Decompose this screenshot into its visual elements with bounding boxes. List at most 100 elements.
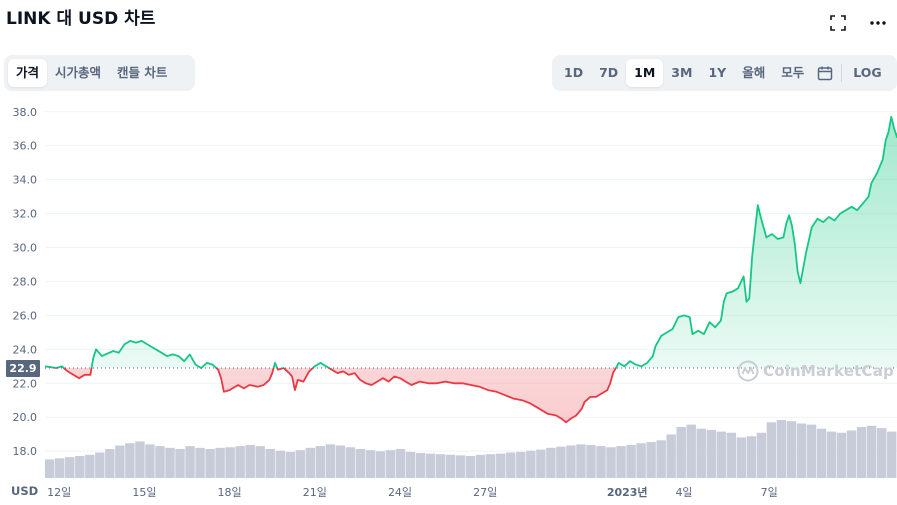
y-tick-label: 36.0 bbox=[13, 140, 38, 153]
volume-bar bbox=[175, 449, 185, 478]
volume-bar bbox=[235, 446, 245, 478]
x-tick-label: 15일 bbox=[132, 485, 156, 499]
volume-bar bbox=[345, 447, 356, 478]
y-tick-label: 24.0 bbox=[13, 343, 38, 356]
volume-bar bbox=[816, 428, 827, 478]
volume-bar bbox=[215, 447, 225, 478]
volume-bar bbox=[165, 447, 175, 478]
y-tick-label: 28.0 bbox=[13, 275, 38, 288]
volume-bar bbox=[355, 449, 366, 478]
volume-bar bbox=[846, 430, 857, 478]
volume-bar bbox=[786, 421, 797, 478]
x-tick-label: 18일 bbox=[218, 485, 242, 499]
more-options-icon[interactable] bbox=[867, 12, 889, 34]
coinmarketcap-logo-icon bbox=[737, 360, 759, 382]
volume-bar bbox=[285, 451, 295, 478]
y-tick-label: 32.0 bbox=[13, 208, 38, 221]
volume-bar bbox=[225, 447, 235, 478]
volume-bar bbox=[836, 432, 847, 478]
volume-bar bbox=[526, 450, 536, 478]
volume-bar bbox=[496, 453, 506, 478]
range-1m[interactable]: 1M bbox=[626, 59, 664, 87]
coinmarketcap-watermark: CoinMarketCap bbox=[737, 360, 894, 382]
volume-bar bbox=[385, 450, 396, 478]
volume-bar bbox=[445, 454, 456, 478]
volume-bar bbox=[856, 426, 867, 478]
volume-bar bbox=[666, 434, 676, 478]
price-line-down bbox=[50, 368, 617, 424]
volume-bar bbox=[686, 424, 696, 478]
volume-bar bbox=[766, 422, 777, 478]
range-7d[interactable]: 7D bbox=[599, 65, 619, 80]
volume-bar bbox=[65, 457, 75, 478]
volume-bar bbox=[55, 458, 65, 478]
y-axis-ticks: 18.0 20.0 22.0 24.0 26.0 28.0 30.0 32.0 34.0 36.0… bbox=[13, 106, 38, 458]
range-1y[interactable]: 1Y bbox=[708, 65, 727, 80]
volume-bar bbox=[476, 454, 486, 478]
volume-bar bbox=[736, 437, 747, 478]
volume-bar bbox=[375, 451, 386, 478]
y-tick-label: 20.0 bbox=[13, 411, 38, 424]
x-tick-label: 2023년 bbox=[607, 485, 648, 499]
volume-bar bbox=[125, 443, 135, 478]
y-tick-label: 26.0 bbox=[13, 309, 38, 322]
currency-label: USD bbox=[11, 484, 39, 498]
volume-bar bbox=[105, 449, 115, 478]
volume-bar bbox=[586, 444, 596, 478]
price-line-up bbox=[44, 116, 897, 369]
volume-bar bbox=[365, 450, 376, 478]
chart-type-tabs: 가격 시가총액 캔들 차트 bbox=[4, 55, 195, 91]
volume-bar bbox=[415, 453, 426, 478]
volume-bar bbox=[335, 445, 346, 478]
tab-candle-chart[interactable]: 캔들 차트 bbox=[117, 65, 168, 80]
volume-bar bbox=[295, 450, 306, 478]
volume-bar bbox=[806, 424, 817, 478]
price-line bbox=[44, 116, 897, 424]
volume-bar bbox=[325, 444, 336, 478]
volume-bar bbox=[866, 425, 877, 478]
volume-bar bbox=[155, 446, 165, 478]
calendar-icon[interactable] bbox=[812, 59, 838, 87]
volume-bar bbox=[95, 452, 105, 478]
current-price-badge: 22.9 bbox=[6, 359, 40, 377]
y-tick-label: 22.0 bbox=[13, 377, 38, 390]
x-tick-label: 27일 bbox=[473, 485, 497, 499]
volume-bar bbox=[185, 446, 195, 478]
volume-bar bbox=[546, 447, 556, 478]
volume-bar bbox=[596, 446, 606, 478]
range-divider bbox=[841, 64, 843, 82]
volume-bar bbox=[886, 431, 897, 478]
tab-market-cap[interactable]: 시가총액 bbox=[55, 65, 102, 80]
range-1d[interactable]: 1D bbox=[564, 65, 584, 80]
volume-bar bbox=[556, 446, 566, 478]
volume-bar bbox=[676, 426, 686, 478]
range-3m[interactable]: 3M bbox=[671, 65, 693, 80]
range-all[interactable]: 모두 bbox=[781, 65, 805, 80]
volume-bar bbox=[536, 449, 546, 478]
volume-bar bbox=[776, 420, 787, 478]
fullscreen-icon[interactable] bbox=[827, 12, 849, 34]
volume-bar bbox=[275, 450, 285, 478]
volume-bar bbox=[746, 436, 757, 478]
volume-bar bbox=[315, 446, 326, 478]
log-scale-toggle[interactable]: LOG bbox=[853, 65, 882, 80]
volume-bar bbox=[516, 451, 526, 478]
tab-price[interactable]: 가격 bbox=[8, 59, 48, 87]
volume-bar bbox=[606, 447, 616, 478]
volume-bar bbox=[205, 449, 215, 478]
volume-bar bbox=[656, 440, 666, 478]
time-range-tabs: 1D 7D 1M 3M 1Y 올해 모두 LOG bbox=[552, 55, 897, 91]
volume-bar bbox=[195, 447, 205, 478]
volume-bar bbox=[576, 444, 586, 478]
range-ytd[interactable]: 올해 bbox=[742, 65, 766, 80]
volume-bar bbox=[486, 454, 496, 478]
volume-bar bbox=[85, 454, 95, 478]
volume-bar bbox=[255, 446, 265, 478]
volume-bar bbox=[756, 432, 767, 478]
x-tick-label: 7일 bbox=[761, 485, 778, 499]
volume-bar bbox=[455, 455, 466, 478]
volume-bar bbox=[135, 441, 145, 478]
volume-bar bbox=[826, 431, 837, 478]
chart-title: LINK 대 USD 차트 bbox=[6, 9, 156, 29]
